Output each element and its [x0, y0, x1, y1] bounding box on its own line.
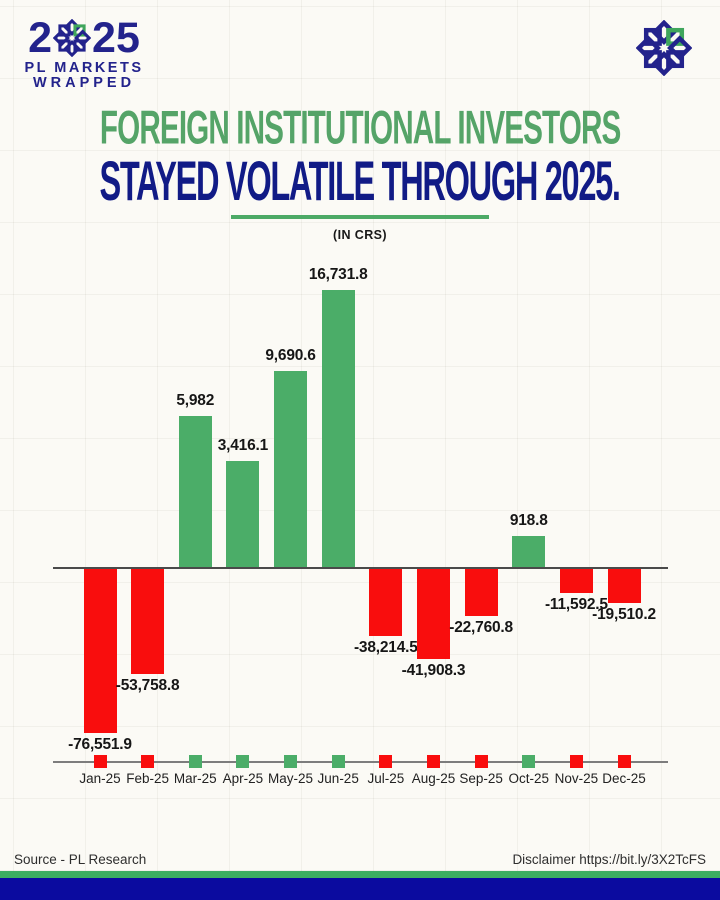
logo-subtitle-wrapped: WRAPPED: [32, 75, 136, 91]
axis-tick-square-apr-25: [236, 755, 250, 768]
axis-tick-square-mar-25: [188, 755, 202, 768]
month-label-nov-25: Nov-25: [554, 771, 599, 786]
axis-tick-square-feb-25: [141, 755, 155, 768]
month-label-oct-25: Oct-25: [508, 771, 549, 786]
footer-navy-bar: [0, 878, 720, 900]
bar-feb-25: [131, 569, 165, 674]
title-underline: [231, 215, 489, 219]
month-label-apr-25: Apr-25: [222, 771, 264, 786]
pl-markets-wrapped-logo: 2 25 PL MARKETS WRAPPED: [20, 16, 148, 91]
axis-tick-square-jul-25: [379, 755, 393, 768]
title-line-2: STAYED VOLATILE THROUGH 2025.: [0, 151, 720, 213]
bar-jul-25: [369, 569, 403, 636]
axis-tick-square-aug-25: [426, 755, 440, 768]
axis-tick-square-sep-25: [474, 755, 488, 768]
bar-value-label-sep-25: -22,760.8: [449, 619, 513, 636]
bar-value-label-dec-25: -19,510.2: [592, 606, 656, 623]
bar-value-label-nov-25: -11,592.5: [544, 596, 608, 613]
month-label-jan-25: Jan-25: [79, 771, 121, 786]
source-text: Source - PL Research: [14, 852, 147, 867]
bar-value-label-jun-25: 16,731.8: [308, 266, 368, 283]
bar-value-label-oct-25: 918.8: [509, 512, 548, 529]
logo-year-2025: 2 25: [20, 16, 148, 60]
bar-value-label-jul-25: -38,214.5: [353, 639, 418, 656]
title-line-1-text: FOREIGN INSTITUTIONAL INVESTORS: [99, 101, 621, 154]
logo-year-left: 2: [28, 14, 53, 62]
axis-tick-square-jun-25: [331, 755, 345, 768]
bar-value-label-aug-25: -41,908.3: [401, 662, 466, 679]
logo-subtitle-pl-markets: PL MARKETS: [24, 60, 144, 76]
month-label-jul-25: Jul-25: [367, 771, 405, 786]
month-label-mar-25: Mar-25: [173, 771, 217, 786]
disclaimer-link-text: Disclaimer https://bit.ly/3X2TcFS: [512, 852, 706, 867]
bar-may-25: [274, 371, 308, 567]
bar-value-label-jan-25: -76,551.9: [68, 736, 132, 753]
bar-aug-25: [416, 569, 450, 659]
pl-pinwheel-icon: [52, 18, 92, 58]
axis-tick-square-jan-25: [93, 755, 107, 768]
month-label-dec-25: Dec-25: [602, 771, 646, 786]
month-label-feb-25: Feb-25: [126, 771, 170, 786]
bar-apr-25: [226, 461, 260, 567]
month-label-jun-25: Jun-25: [317, 771, 359, 786]
bar-dec-25: [607, 569, 641, 603]
bar-mar-25: [178, 416, 212, 567]
axis-tick-square-oct-25: [522, 755, 536, 768]
bar-value-label-feb-25: -53,758.8: [115, 677, 180, 694]
title-line-2-text: STAYED VOLATILE THROUGH 2025.: [99, 150, 621, 213]
title-line-1: FOREIGN INSTITUTIONAL INVESTORS: [0, 101, 720, 154]
month-label-aug-25: Aug-25: [411, 771, 456, 786]
month-label-may-25: May-25: [268, 771, 314, 786]
chart-unit-label: (IN CRS): [333, 228, 387, 242]
axis-tick-square-nov-25: [569, 755, 583, 768]
bar-value-label-mar-25: 5,982: [176, 392, 215, 409]
chart-zero-line: [53, 567, 668, 569]
month-label-sep-25: Sep-25: [459, 771, 503, 786]
footer-green-stripe: [0, 871, 720, 878]
bar-sep-25: [464, 569, 498, 616]
bar-jan-25: [83, 569, 117, 733]
bar-nov-25: [559, 569, 593, 593]
title-block: FOREIGN INSTITUTIONAL INVESTORS STAYED V…: [0, 101, 720, 242]
axis-tick-square-dec-25: [617, 755, 631, 768]
bar-value-label-apr-25: 3,416.1: [217, 437, 269, 454]
logo-year-right: 25: [92, 14, 140, 62]
axis-tick-square-may-25: [284, 755, 298, 768]
bar-oct-25: [512, 536, 546, 567]
bar-value-label-may-25: 9,690.6: [265, 347, 316, 364]
bar-jun-25: [321, 290, 355, 567]
pl-pinwheel-icon: [635, 19, 693, 77]
chart-x-axis-line: [53, 761, 668, 763]
